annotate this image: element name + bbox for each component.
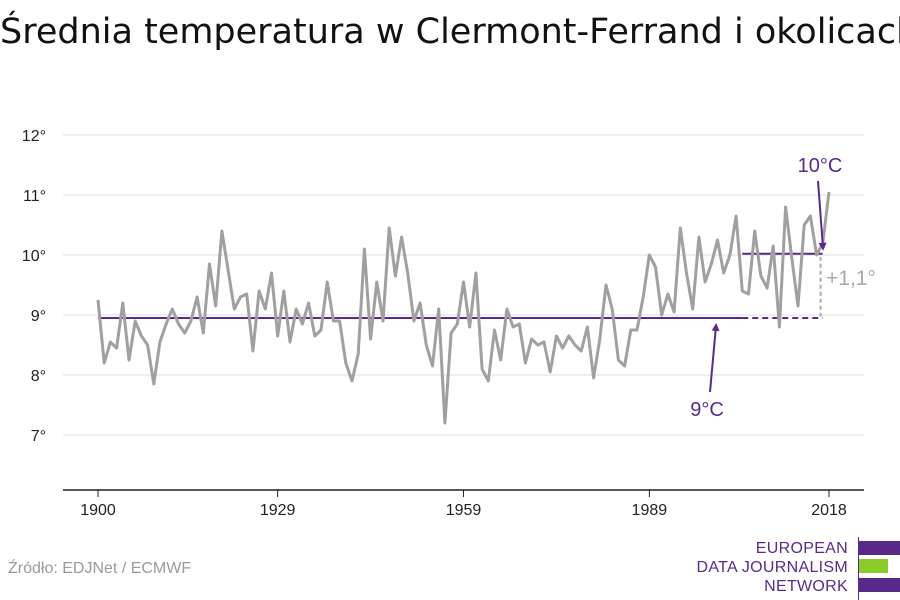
x-tick-label: 2018 xyxy=(811,502,847,519)
logo-bar-green xyxy=(859,559,888,573)
y-tick-label: 11° xyxy=(23,188,46,205)
avg-recent-label: 10°C xyxy=(798,155,843,177)
logo-line-2: DATA JOURNALISM xyxy=(696,559,848,576)
x-axis xyxy=(63,489,864,497)
y-tick-label: 12° xyxy=(22,128,46,145)
chart-title: Średnia temperatura w Clermont-Ferrand i… xyxy=(0,12,900,52)
x-tick-label: 1929 xyxy=(260,502,296,519)
logo-line-3: NETWORK xyxy=(764,578,848,595)
y-tick-label: 8° xyxy=(31,368,46,385)
grid xyxy=(63,134,864,436)
x-tick-labels: 1900 1929 1959 1989 2018 xyxy=(80,502,847,519)
avg-1900-arrow xyxy=(709,323,720,393)
logo-line-1: EUROPEAN xyxy=(755,540,848,557)
logo-bar-purple-top xyxy=(859,541,900,555)
y-tick-label: 10° xyxy=(22,248,46,265)
y-tick-labels: 7° 8° 9° 10° 11° 12° xyxy=(22,128,46,445)
temperature-series-line xyxy=(96,191,831,425)
y-tick-label: 7° xyxy=(31,428,46,445)
x-tick-label: 1989 xyxy=(632,502,668,519)
avg-recent-arrow xyxy=(817,180,827,251)
logo-divider xyxy=(858,537,859,600)
annotations: 10°C 9°C +1,1° xyxy=(690,155,876,421)
x-tick-label: 1959 xyxy=(446,502,482,519)
logo-bar-purple-bottom xyxy=(859,578,900,592)
x-tick-label: 1900 xyxy=(80,502,116,519)
edjnet-logo: EUROPEAN DATA JOURNALISM NETWORK xyxy=(690,537,900,600)
y-tick-label: 9° xyxy=(31,308,46,325)
source-note: Źródło: EDJNet / ECMWF xyxy=(8,560,192,577)
difference-label: +1,1° xyxy=(826,267,876,290)
avg-1900-label: 9°C xyxy=(690,399,724,421)
